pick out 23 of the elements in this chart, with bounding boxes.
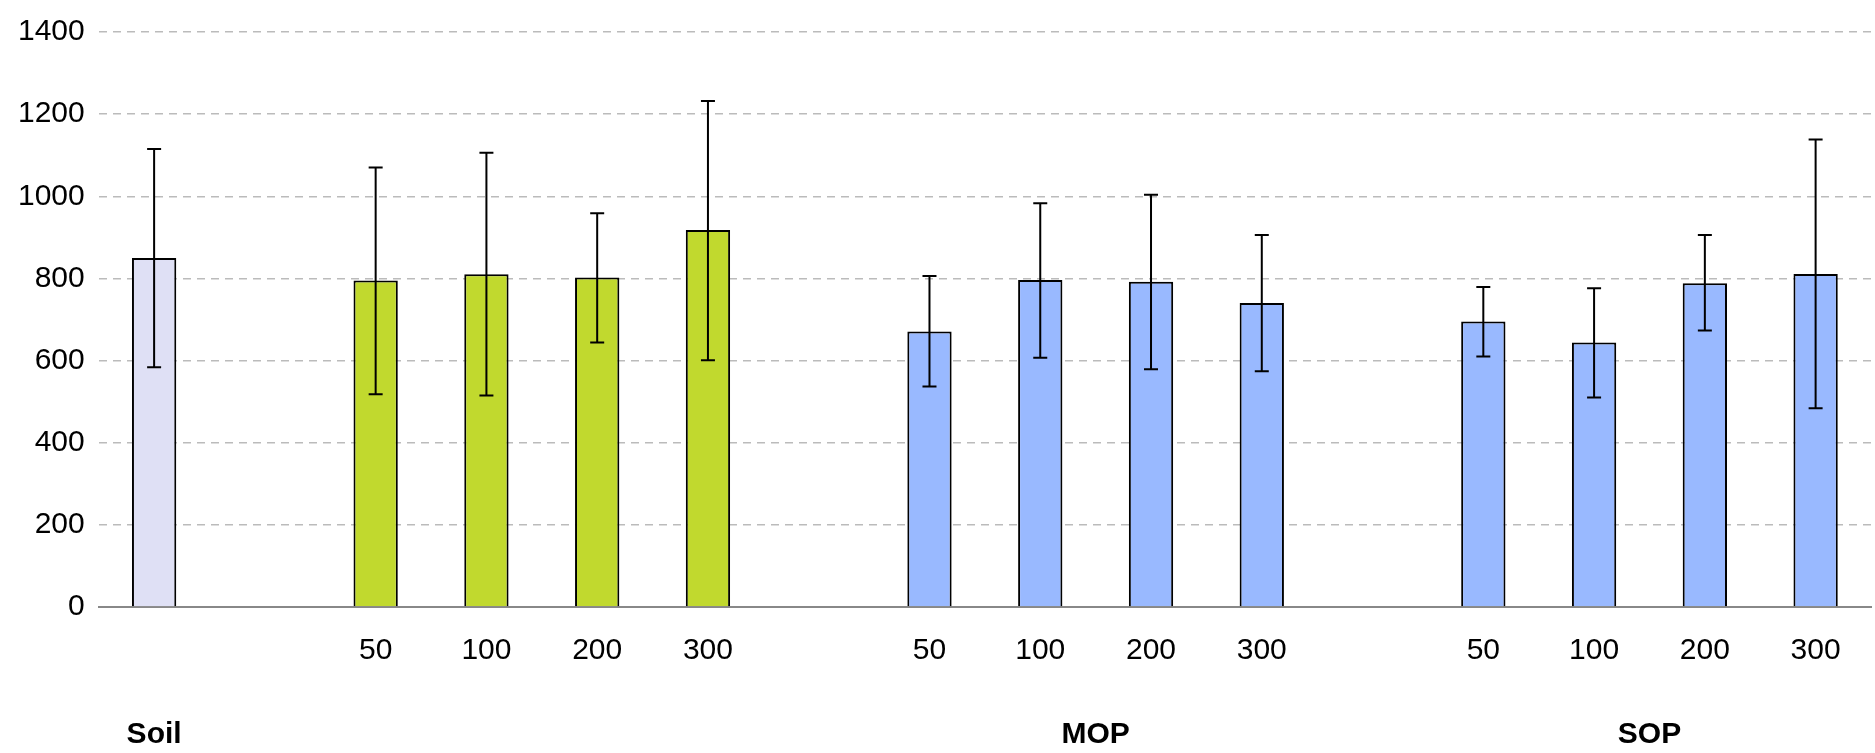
- x-tick-label: 100: [461, 632, 512, 666]
- x-tick-label: 100: [1569, 632, 1620, 666]
- x-tick-label: 300: [682, 632, 733, 666]
- x-tick-label: 200: [572, 632, 623, 666]
- y-tick-label: 200: [34, 506, 85, 540]
- y-tick-label: 1200: [17, 95, 85, 129]
- x-tick-label: 50: [1466, 632, 1501, 666]
- x-tick-label: 50: [358, 632, 393, 666]
- text: MOP: [1061, 716, 1130, 750]
- x-tick-label: 200: [1125, 632, 1177, 666]
- y-tick-label: 400: [34, 423, 85, 457]
- x-tick-label: 300: [1790, 632, 1841, 666]
- y-tick-label: 1000: [17, 177, 85, 211]
- x-tick-label: 50: [912, 632, 947, 666]
- text: SOP: [1617, 716, 1682, 750]
- y-tick-label: 1400: [17, 13, 85, 47]
- x-tick-label: 200: [1679, 632, 1730, 666]
- x-tick-label: 100: [1015, 632, 1066, 666]
- x-tick-label: 300: [1236, 632, 1287, 666]
- y-tick-label: 800: [34, 259, 85, 293]
- y-tick-label: 0: [68, 588, 85, 622]
- text: Soil: [126, 716, 182, 750]
- y-tick-label: 600: [34, 341, 85, 375]
